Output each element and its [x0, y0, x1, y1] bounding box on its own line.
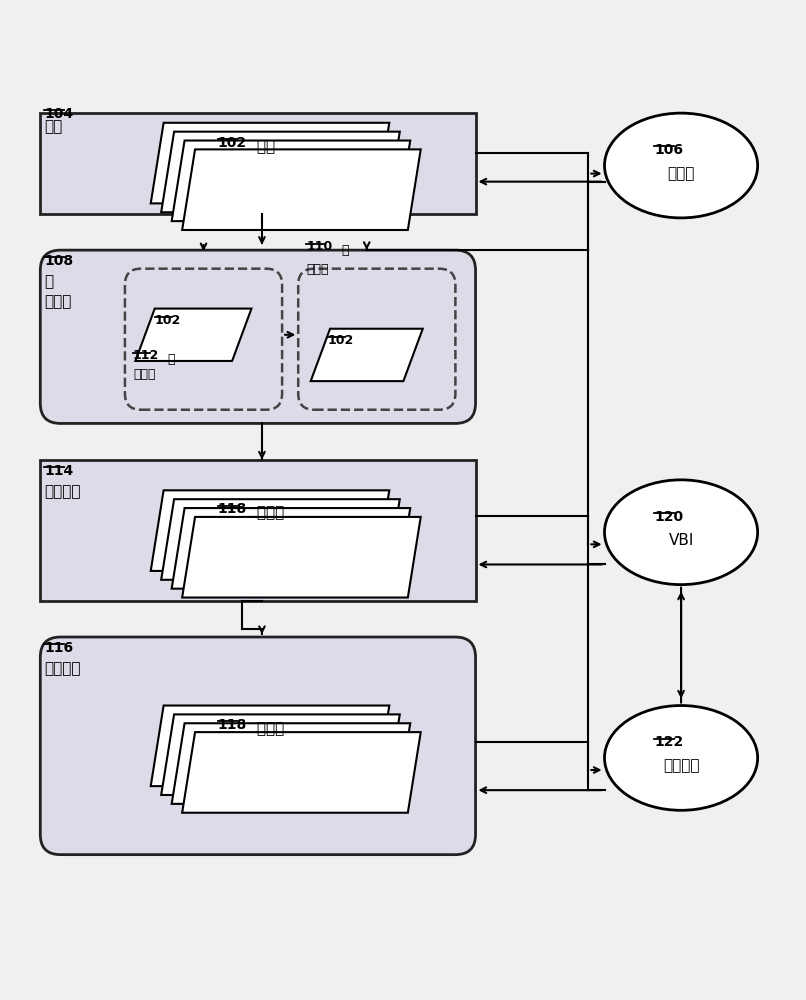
Polygon shape [151, 706, 389, 786]
Text: 102: 102 [328, 334, 355, 347]
Ellipse shape [604, 706, 758, 810]
Text: 102: 102 [218, 136, 247, 150]
Text: VBI: VBI [668, 533, 694, 548]
Text: 后: 后 [168, 353, 175, 366]
Polygon shape [172, 723, 410, 804]
Text: 112: 112 [133, 349, 160, 362]
Text: 扫描输出: 扫描输出 [44, 484, 81, 499]
Bar [40, 460, 476, 601]
Text: 显示设备: 显示设备 [44, 661, 81, 676]
Polygon shape [161, 499, 400, 580]
Text: 渲染: 渲染 [44, 120, 63, 135]
FancyBboxPatch shape [40, 250, 476, 423]
Text: 缓冲器: 缓冲器 [306, 263, 329, 276]
Polygon shape [182, 517, 421, 598]
Text: 刷新速率: 刷新速率 [663, 758, 700, 773]
FancyBboxPatch shape [298, 269, 455, 410]
Text: 102: 102 [155, 314, 181, 327]
Text: 输出帧: 输出帧 [252, 506, 285, 521]
Polygon shape [151, 490, 389, 571]
Text: 114: 114 [44, 464, 73, 478]
Text: 帧: 帧 [44, 274, 53, 289]
Text: 120: 120 [654, 510, 683, 524]
Text: 输出帧: 输出帧 [252, 721, 285, 736]
Text: 源帧: 源帧 [252, 139, 276, 154]
FancyBboxPatch shape [40, 637, 476, 855]
Text: 116: 116 [44, 641, 73, 655]
Ellipse shape [604, 113, 758, 218]
Polygon shape [161, 714, 400, 795]
Polygon shape [311, 329, 423, 381]
Polygon shape [151, 123, 389, 203]
Polygon shape [182, 149, 421, 230]
FancyBboxPatch shape [125, 269, 282, 410]
Text: 108: 108 [44, 254, 73, 268]
Text: 104: 104 [44, 107, 73, 121]
Text: 118: 118 [218, 502, 247, 516]
Bar [40, 113, 476, 214]
Text: 122: 122 [654, 735, 683, 749]
Text: 缓冲器: 缓冲器 [44, 294, 72, 309]
Text: 帧速率: 帧速率 [667, 166, 695, 181]
Polygon shape [182, 732, 421, 813]
Text: 前: 前 [341, 244, 348, 257]
Ellipse shape [604, 480, 758, 585]
Text: 缓冲器: 缓冲器 [133, 368, 156, 381]
Text: 110: 110 [306, 240, 333, 253]
Text: 118: 118 [218, 718, 247, 732]
Polygon shape [172, 508, 410, 589]
Polygon shape [135, 309, 251, 361]
Text: 106: 106 [654, 143, 683, 157]
Polygon shape [172, 141, 410, 221]
Polygon shape [161, 132, 400, 212]
